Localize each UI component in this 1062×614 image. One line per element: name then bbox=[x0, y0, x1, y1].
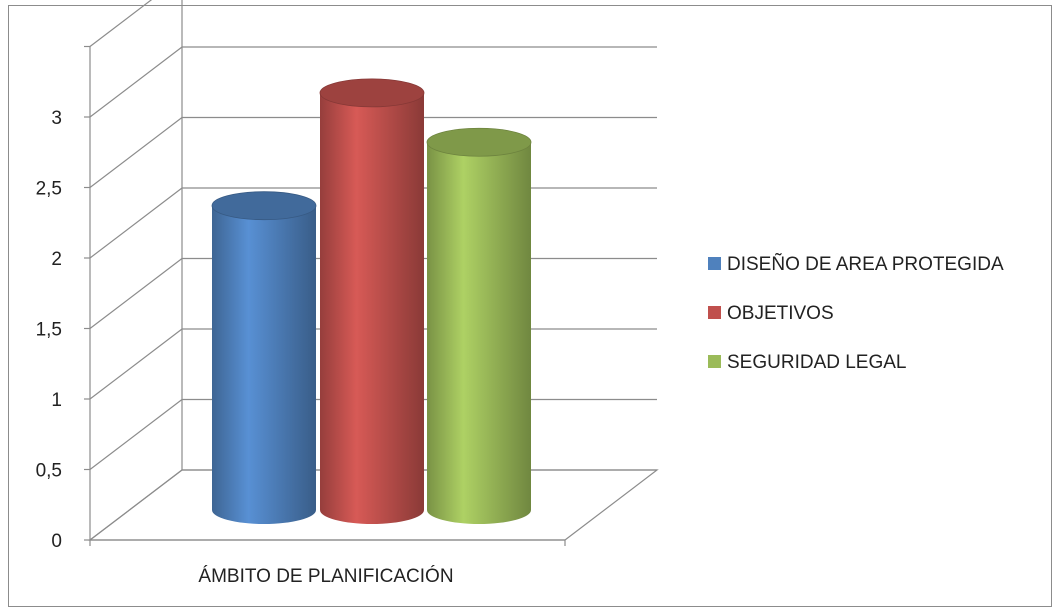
gridline-side bbox=[89, 187, 183, 259]
legend-swatch bbox=[708, 355, 721, 368]
bar-body bbox=[212, 205, 316, 524]
bar-1 bbox=[211, 191, 317, 524]
legend-label: SEGURIDAD LEGAL bbox=[727, 352, 907, 373]
bar-top bbox=[211, 191, 317, 221]
y-tick-label: 2 bbox=[51, 249, 62, 270]
bar-2 bbox=[319, 78, 425, 525]
y-tick-label: 3 bbox=[51, 108, 62, 129]
gridline-side bbox=[89, 469, 183, 541]
gridline-side bbox=[89, 117, 183, 188]
bar-top bbox=[426, 127, 532, 157]
legend-label: OBJETIVOS bbox=[727, 303, 834, 324]
gridline-side bbox=[89, 328, 183, 400]
gridline-side bbox=[89, 399, 183, 470]
y-tick-label: 0 bbox=[51, 531, 62, 552]
legend-swatch bbox=[708, 306, 721, 319]
bar-top bbox=[319, 78, 425, 108]
x-axis: ÁMBITO DE PLANIFICACIÓN bbox=[198, 565, 453, 587]
y-tick-label: 0,5 bbox=[36, 461, 62, 482]
gridline-side bbox=[89, 46, 183, 118]
bar-3 bbox=[426, 127, 532, 524]
legend: DISEÑO DE AREA PROTEGIDA OBJETIVOS SEGURID… bbox=[708, 253, 1004, 373]
gridline-side bbox=[89, 0, 153, 47]
bar-body bbox=[427, 142, 531, 524]
y-tick-label: 1 bbox=[51, 390, 62, 411]
legend-swatch bbox=[708, 257, 721, 270]
y-tick-label: 2,5 bbox=[36, 179, 62, 200]
gridline-side bbox=[89, 258, 183, 329]
y-tick-label: 1,5 bbox=[36, 320, 62, 341]
legend-label: DISEÑO DE AREA PROTEGIDA bbox=[727, 253, 1004, 275]
bar-body bbox=[320, 92, 424, 525]
category-label: ÁMBITO DE PLANIFICACIÓN bbox=[198, 565, 453, 587]
y-axis-ticks: 0 0,5 1 1,5 2 2,5 3 bbox=[36, 108, 62, 552]
bars bbox=[211, 78, 532, 525]
